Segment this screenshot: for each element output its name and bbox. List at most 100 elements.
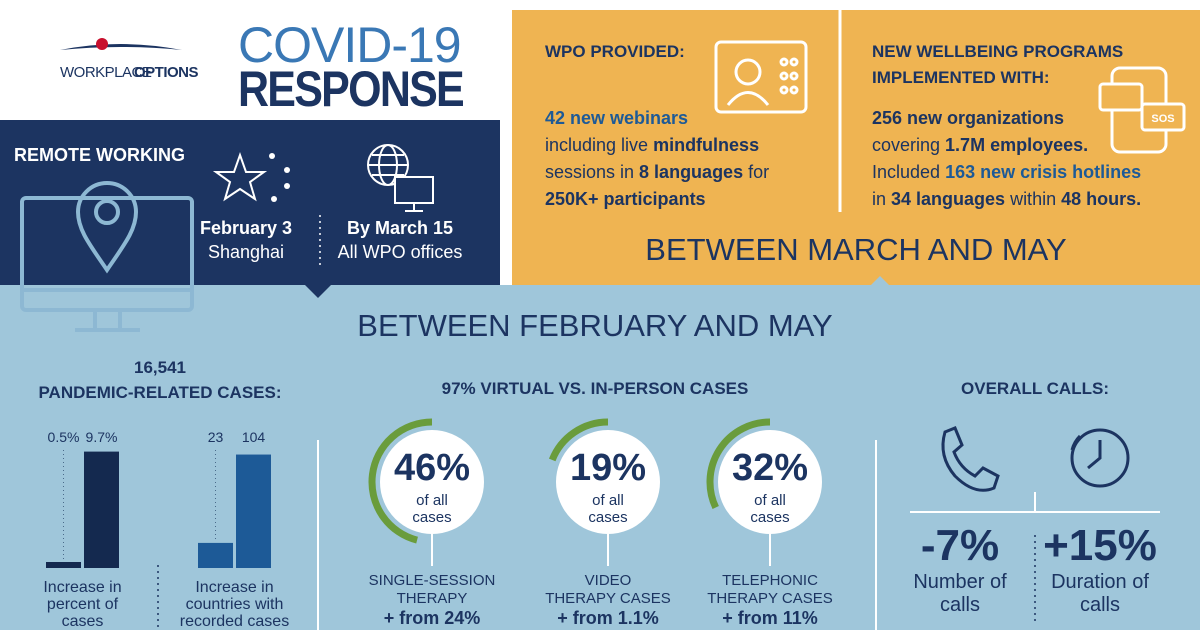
- gauge-sub: cases: [588, 509, 627, 526]
- gauge-sub: of all: [592, 492, 624, 509]
- change: + from 1.1%: [557, 608, 659, 628]
- body-text: sessions in 8 languages for: [545, 162, 769, 182]
- text-run: for: [743, 162, 769, 182]
- text-run: in: [872, 189, 891, 209]
- gauge-circle: [556, 430, 660, 534]
- body-text: 256 new organizations: [872, 108, 1064, 128]
- gauge-value: 46%: [394, 447, 470, 489]
- bar: [236, 454, 271, 568]
- value-label: 104: [242, 429, 266, 445]
- caption: TELEPHONIC: [722, 572, 818, 589]
- gauge-sub: cases: [750, 509, 789, 526]
- value-label: 23: [208, 429, 224, 445]
- text-run: 42 new webinars: [545, 108, 688, 128]
- logo-swoosh: [60, 44, 182, 50]
- caption: countries with: [186, 596, 284, 613]
- small-stars: [269, 153, 290, 202]
- text-run: Included: [872, 162, 945, 182]
- pointer: [866, 276, 894, 290]
- gauge-circle: [718, 430, 822, 534]
- caption: Increase in: [195, 579, 273, 596]
- value-label: 9.7%: [86, 429, 118, 445]
- gauge-sub: cases: [412, 509, 451, 526]
- logo-dot: [96, 38, 108, 50]
- period-heading: BETWEEN MARCH AND MAY: [645, 232, 1066, 267]
- globe-icon: [367, 144, 434, 212]
- change: + from 24%: [384, 608, 481, 628]
- body-text: Included 163 new crisis hotlines: [872, 162, 1141, 182]
- gauge-value: 19%: [570, 447, 646, 489]
- text-run: 48 hours.: [1061, 189, 1141, 209]
- yellow-panel: [512, 10, 1200, 285]
- change: + from 11%: [722, 608, 818, 628]
- sos-phone-icon: [1098, 66, 1186, 154]
- title: COVID-19: [238, 17, 461, 73]
- place: All WPO offices: [338, 242, 463, 262]
- text-run: 256 new organizations: [872, 108, 1064, 128]
- text-run: sessions in: [545, 162, 639, 182]
- section-title: OVERALL CALLS:: [961, 379, 1109, 398]
- logo-text: WORKPLACE: [60, 64, 152, 81]
- logo-text: OPTIONS: [134, 64, 199, 81]
- text-run: 1.7M employees.: [945, 135, 1088, 155]
- gauge-value: 32%: [732, 447, 808, 489]
- gauge-arc: [706, 418, 771, 510]
- calls-label: Number of: [913, 571, 1007, 593]
- gauge-sub: of all: [754, 492, 786, 509]
- text-run: including live: [545, 135, 653, 155]
- calls-value: +15%: [1043, 521, 1157, 570]
- caption: percent of: [47, 596, 119, 613]
- body-text: including live mindfulness: [545, 135, 759, 155]
- clock-icon: [1070, 428, 1130, 488]
- section-title: 97% VIRTUAL VS. IN-PERSON CASES: [442, 379, 749, 398]
- china-stars-icon: [212, 151, 268, 202]
- text-run: within: [1005, 189, 1061, 209]
- period-heading: BETWEEN FEBRUARY AND MAY: [357, 308, 832, 343]
- text-run: 34 languages: [891, 189, 1005, 209]
- title: RESPONSE: [238, 61, 464, 117]
- phone-icon: [941, 426, 1000, 492]
- calls-label: calls: [940, 594, 980, 616]
- place: Shanghai: [208, 242, 284, 262]
- body-text: in 34 languages within 48 hours.: [872, 189, 1141, 209]
- value-label: 0.5%: [48, 429, 80, 445]
- webinar-icon: [714, 40, 808, 114]
- body-text: 42 new webinars: [545, 108, 688, 128]
- section-title: IMPLEMENTED WITH:: [872, 68, 1050, 87]
- sos-icon-text: SOS: [1151, 113, 1174, 125]
- text-run: 250K+ participants: [545, 189, 706, 209]
- section-title: REMOTE WORKING: [14, 145, 185, 165]
- body-text: covering 1.7M employees.: [872, 135, 1088, 155]
- gauge-arc: [548, 418, 609, 462]
- date: By March 15: [347, 218, 453, 238]
- body-text: 250K+ participants: [545, 189, 706, 209]
- calls-connector: [910, 492, 1160, 513]
- gauge-sub: of all: [416, 492, 448, 509]
- caption: recorded cases: [180, 613, 289, 630]
- caption: THERAPY: [397, 590, 468, 607]
- caption: SINGLE-SESSION: [369, 572, 496, 589]
- section-title: NEW WELLBEING PROGRAMS: [872, 42, 1123, 61]
- cases-title: PANDEMIC-RELATED CASES:: [38, 383, 281, 402]
- monitor-icon: [20, 181, 194, 332]
- caption: THERAPY CASES: [707, 590, 833, 607]
- bar: [46, 562, 81, 568]
- pointer: [304, 284, 332, 298]
- gauge-arc: [368, 418, 433, 544]
- bar: [84, 451, 119, 568]
- calls-label: Duration of: [1051, 571, 1149, 593]
- bar: [198, 542, 233, 568]
- caption: VIDEO: [585, 572, 632, 589]
- text-run: mindfulness: [653, 135, 759, 155]
- date: February 3: [200, 218, 292, 238]
- section-title: WPO PROVIDED:: [545, 42, 685, 61]
- caption: THERAPY CASES: [545, 590, 671, 607]
- cases-total: 16,541: [134, 358, 186, 377]
- text-run: 163 new crisis hotlines: [945, 162, 1141, 182]
- caption: cases: [62, 613, 104, 630]
- text-run: 8 languages: [639, 162, 743, 182]
- caption: Increase in: [43, 579, 121, 596]
- calls-value: -7%: [921, 521, 999, 570]
- text-run: covering: [872, 135, 945, 155]
